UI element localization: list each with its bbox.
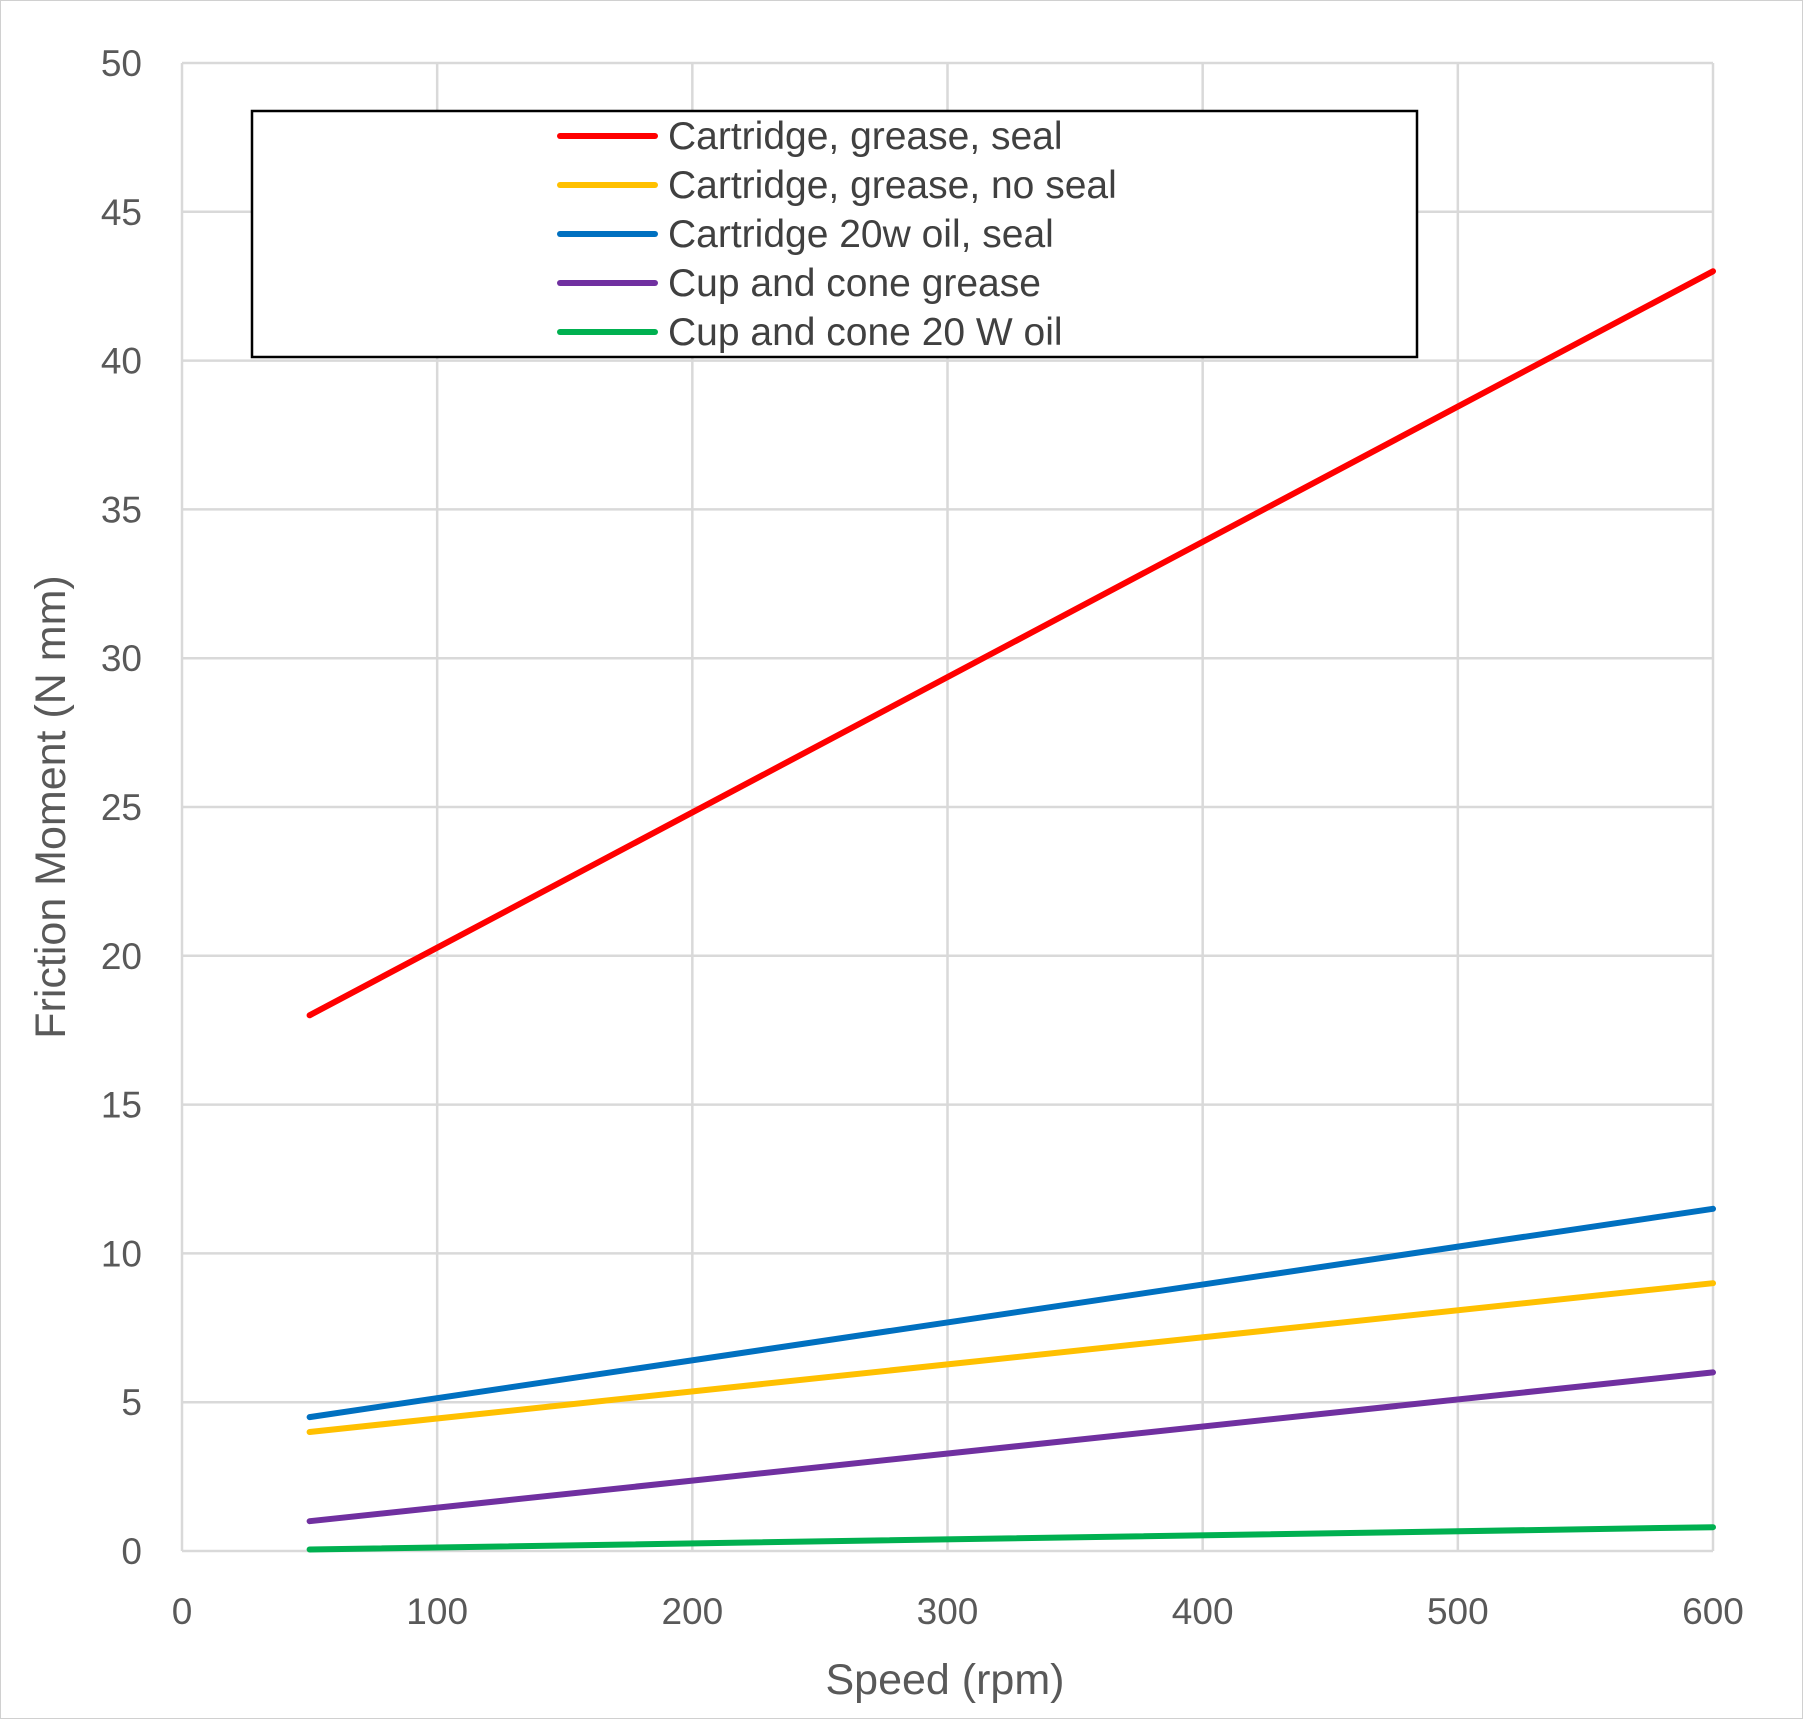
x-tick-label: 200 xyxy=(661,1591,723,1632)
y-tick-label: 40 xyxy=(101,341,142,382)
y-axis-title: Friction Moment (N mm) xyxy=(27,575,75,1038)
grid xyxy=(180,61,1715,1553)
series-line-1 xyxy=(306,268,1716,1019)
y-tick-label: 15 xyxy=(101,1085,142,1126)
series-line-4 xyxy=(306,1369,1716,1525)
x-tick-label: 500 xyxy=(1427,1591,1489,1632)
x-tick-label: 300 xyxy=(917,1591,979,1632)
legend-label: Cup and cone 20 W oil xyxy=(668,311,1063,354)
y-tick-label: 5 xyxy=(121,1382,142,1423)
legend-label: Cup and cone grease xyxy=(668,262,1041,305)
series-lines xyxy=(306,268,1716,1553)
x-axis-title: Speed (rpm) xyxy=(826,1656,1065,1704)
y-tick-label: 10 xyxy=(101,1233,142,1274)
series-line-3 xyxy=(306,1205,1716,1421)
y-tick-label: 35 xyxy=(101,489,142,530)
series-line-5 xyxy=(306,1524,1716,1553)
y-tick-label: 0 xyxy=(121,1531,142,1572)
legend-label: Cartridge 20w oil, seal xyxy=(668,213,1054,256)
x-tick-label: 0 xyxy=(172,1591,193,1632)
series-line-2 xyxy=(306,1280,1716,1435)
legend-box xyxy=(250,109,1419,359)
x-tick-label: 400 xyxy=(1172,1591,1234,1632)
legend-label: Cartridge, grease, seal xyxy=(668,115,1063,158)
x-tick-label: 100 xyxy=(406,1591,468,1632)
y-tick-label: 20 xyxy=(101,936,142,977)
y-tick-label: 25 xyxy=(101,787,142,828)
legend-items: Cartridge, grease, seal Cartridge, grease… xyxy=(557,115,1117,354)
x-tick-label: 600 xyxy=(1682,1591,1744,1632)
y-tick-label: 30 xyxy=(101,638,142,679)
y-tick-label: 45 xyxy=(101,192,142,233)
legend: Cartridge, grease, seal Cartridge, grease… xyxy=(250,109,1419,359)
legend-label: Cartridge, grease, no seal xyxy=(668,164,1117,207)
y-tick-label: 50 xyxy=(101,43,142,84)
